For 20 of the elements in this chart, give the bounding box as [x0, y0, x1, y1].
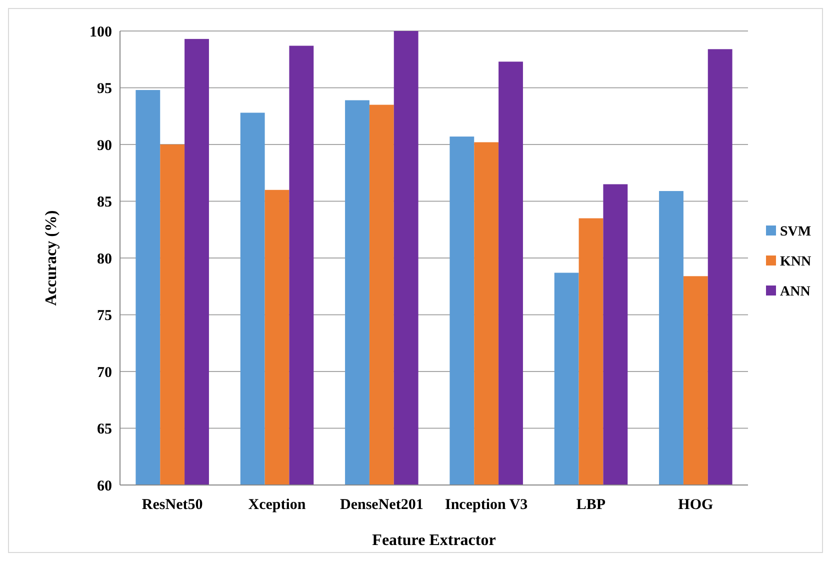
x-tick-label: Inception V3	[445, 497, 528, 513]
y-tick-label: 65	[97, 422, 112, 438]
legend-label: KNN	[780, 254, 812, 270]
x-tick-label: ResNet50	[142, 497, 203, 513]
y-tick-label: 70	[97, 364, 112, 381]
y-tick-label: 85	[97, 194, 112, 210]
legend-label: ANN	[780, 284, 810, 300]
y-tick-label: 95	[97, 81, 112, 97]
y-tick-label: 80	[97, 251, 112, 268]
x-tick-label: Xception	[248, 497, 306, 513]
x-tick-label: HOG	[678, 497, 714, 513]
legend-label: SVM	[780, 224, 812, 240]
y-tick-label: 90	[97, 138, 112, 154]
y-tick-label: 75	[97, 308, 112, 324]
y-tick-label: 60	[97, 478, 112, 494]
x-tick-label: DenseNet201	[340, 497, 424, 513]
y-tick-label: 100	[90, 24, 112, 40]
x-tick-label: LBP	[576, 497, 606, 513]
x-axis-title: Feature Extractor	[372, 532, 496, 549]
y-axis-title: Accuracy (%)	[43, 210, 60, 306]
